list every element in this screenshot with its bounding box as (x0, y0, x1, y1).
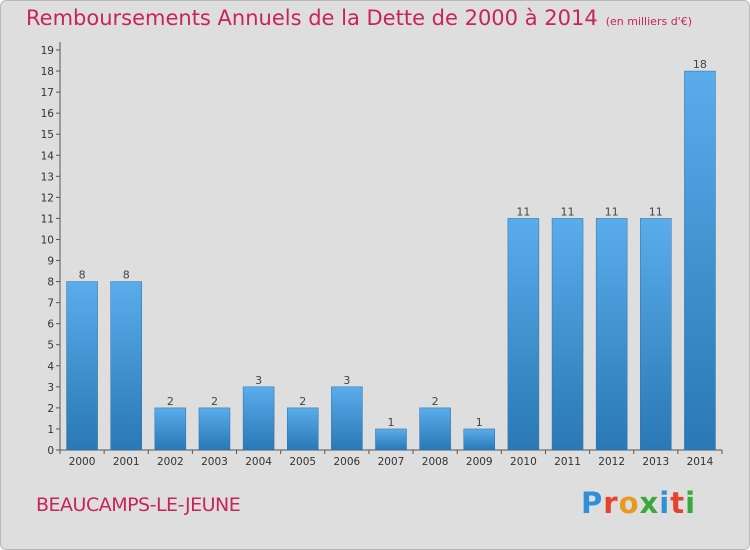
bar-value-label: 1 (476, 416, 483, 429)
bar (154, 407, 187, 451)
bar-value-label: 3 (343, 374, 350, 387)
y-tick-label: 6 (47, 319, 54, 331)
bar (375, 428, 407, 451)
bar-value-label: 3 (255, 374, 262, 387)
bar (551, 218, 584, 451)
y-tick-label: 13 (41, 171, 54, 183)
y-tick-label: 4 (47, 361, 54, 373)
bar-value-label: 2 (167, 395, 174, 408)
bar (198, 407, 231, 451)
y-tick-label: 7 (47, 298, 54, 310)
bar-value-label: 2 (432, 395, 439, 408)
bars (66, 70, 716, 451)
bar (507, 218, 540, 451)
bar (640, 218, 672, 451)
logo-letter: i (685, 486, 697, 520)
y-tick-label: 15 (41, 129, 54, 141)
y-tick-label: 5 (47, 340, 54, 352)
bar-value-label: 2 (211, 395, 218, 408)
y-tick-label: 8 (47, 277, 54, 289)
logo-letter: x (639, 486, 660, 520)
y-tick-label: 16 (41, 108, 55, 120)
bar-value-label: 2 (299, 395, 306, 408)
y-tick-label: 2 (47, 403, 54, 415)
bar (110, 281, 142, 451)
y-tick-label: 17 (41, 87, 54, 99)
bar (419, 407, 451, 451)
y-tick-label: 14 (41, 150, 55, 162)
x-tick-label: 2006 (333, 456, 360, 468)
proxiti-logo: Proxiti (581, 486, 696, 520)
x-tick-label: 2005 (289, 456, 316, 468)
y-tick-label: 3 (47, 382, 54, 394)
x-tick-label: 2010 (510, 456, 537, 468)
logo-letter: P (581, 486, 604, 520)
x-tick-label: 2003 (201, 456, 228, 468)
y-tick-label: 12 (41, 192, 54, 204)
x-tick-label: 2001 (113, 456, 140, 468)
bar-value-label: 11 (649, 205, 663, 218)
bar-value-label: 1 (388, 416, 395, 429)
y-tick-label: 10 (41, 234, 54, 246)
bar-value-label: 11 (561, 205, 575, 218)
bar-value-label: 18 (693, 58, 707, 71)
logo-letter: i (659, 486, 671, 520)
chart-title-text: Remboursements Annuels de la Dette de 20… (26, 6, 598, 30)
x-tick-label: 2014 (687, 456, 714, 468)
bar (595, 218, 628, 451)
y-tick-label: 0 (47, 445, 54, 457)
y-tick-label: 9 (47, 256, 54, 268)
bar-value-label: 8 (123, 269, 130, 282)
bar-value-label: 11 (605, 205, 619, 218)
bar (331, 386, 363, 451)
logo-letter: r (603, 486, 619, 520)
chart-unit: (en milliers d'€) (605, 15, 692, 28)
bar (286, 407, 319, 451)
y-tick-label: 18 (41, 66, 54, 78)
bar-value-label: 8 (79, 269, 86, 282)
bar (463, 428, 496, 451)
x-tick-label: 2008 (422, 456, 449, 468)
commune-name: BEAUCAMPS-LE-JEUNE (36, 494, 241, 516)
x-tick-label: 2012 (598, 456, 625, 468)
y-tick-label: 1 (47, 424, 54, 436)
logo-letter: o (618, 486, 640, 520)
bar-value-label: 11 (516, 205, 530, 218)
x-tick-label: 2011 (554, 456, 581, 468)
y-tick-label: 11 (41, 213, 54, 225)
x-tick-label: 2007 (378, 456, 405, 468)
x-tick-label: 2000 (69, 456, 96, 468)
x-tick-label: 2013 (642, 456, 669, 468)
logo-letter: t (670, 486, 686, 520)
x-axis: 2000 2001 2002 2003 2004 2005 2006 2007 2008 2009… (59, 449, 723, 468)
x-tick-label: 2002 (157, 456, 184, 468)
bar (66, 281, 98, 451)
bar (684, 70, 716, 451)
chart-title: Remboursements Annuels de la Dette de 20… (26, 6, 692, 30)
bar (242, 386, 275, 451)
y-tick-label: 19 (41, 45, 54, 57)
x-tick-label: 2004 (245, 456, 272, 468)
x-tick-label: 2009 (466, 456, 493, 468)
